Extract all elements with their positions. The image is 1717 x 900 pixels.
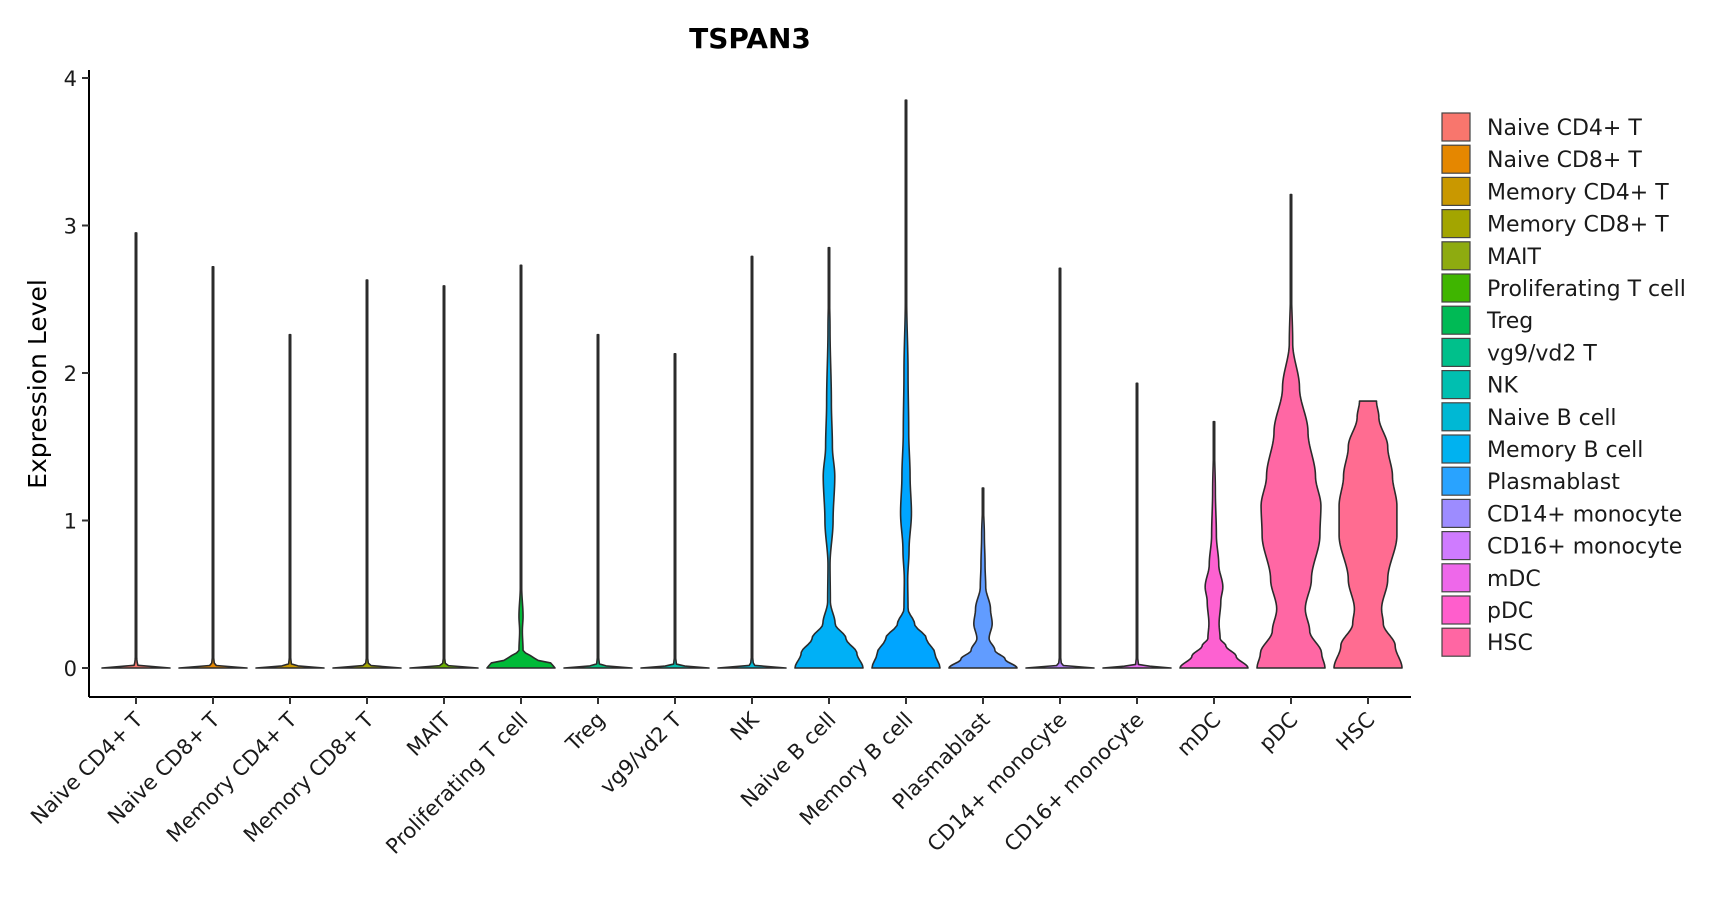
y-tick-label: 2 xyxy=(64,362,77,386)
x-tick-label: Memory CD4+ T xyxy=(162,707,302,847)
x-tick-label: CD16+ monocyte xyxy=(1000,708,1149,857)
legend-key-2 xyxy=(1441,144,1471,174)
chart-title: TSPAN3 xyxy=(689,22,811,55)
violin-6 xyxy=(486,264,556,669)
legend: Naive CD4+ T Naive CD8+ T Memory CD4+ T Mem… xyxy=(1441,112,1686,657)
legend-key-14 xyxy=(1441,530,1471,561)
legend-label: NK xyxy=(1487,374,1518,399)
legend-key-15 xyxy=(1441,563,1471,593)
legend-label: Naive B cell xyxy=(1487,406,1617,431)
x-tick-label: CD14+ monocyte xyxy=(923,708,1072,857)
legend-key-5 xyxy=(1441,241,1471,271)
violin-4 xyxy=(332,279,402,669)
legend-label: mDC xyxy=(1487,567,1541,592)
violin-2 xyxy=(178,266,248,669)
plot-area xyxy=(101,99,1403,669)
x-tick-label: Treg xyxy=(561,708,610,757)
violin-13 xyxy=(1025,267,1095,669)
legend-label: CD16+ monocyte xyxy=(1487,535,1682,560)
x-tick-label: HSC xyxy=(1332,708,1380,756)
legend-key-1 xyxy=(1441,112,1471,142)
legend-label: CD14+ monocyte xyxy=(1487,502,1682,527)
violin-9 xyxy=(717,255,787,669)
legend-label: Memory CD4+ T xyxy=(1487,180,1669,205)
legend-label: Naive CD4+ T xyxy=(1487,116,1642,141)
y-tick-label: 4 xyxy=(64,67,77,91)
legend-key-12 xyxy=(1441,466,1471,496)
legend-label: Plasmablast xyxy=(1487,470,1620,495)
violin-1 xyxy=(101,232,171,669)
y-axis-label: Expression Level xyxy=(23,279,52,489)
violin-5 xyxy=(409,285,479,669)
violin-15 xyxy=(1179,420,1249,669)
legend-label: MAIT xyxy=(1487,245,1542,270)
violin-12 xyxy=(948,487,1018,669)
y-tick-label: 3 xyxy=(64,215,77,239)
y-tick-label: 1 xyxy=(64,510,77,534)
x-tick-label: vg9/vd2 T xyxy=(595,707,686,798)
violin-3 xyxy=(255,333,325,669)
x-tick-label: MAIT xyxy=(402,707,456,761)
violin-16 xyxy=(1256,193,1326,669)
violin-17 xyxy=(1333,400,1403,669)
violin-7 xyxy=(563,333,633,669)
violin-11 xyxy=(871,99,941,669)
legend-key-9 xyxy=(1441,370,1471,400)
legend-key-4 xyxy=(1441,209,1471,239)
violin-10 xyxy=(794,246,864,669)
legend-label: Proliferating T cell xyxy=(1487,277,1686,302)
x-tick-label: Memory CD8+ T xyxy=(239,707,379,847)
legend-label: vg9/vd2 T xyxy=(1487,341,1597,366)
legend-label: Treg xyxy=(1486,309,1533,334)
y-tick-label: 0 xyxy=(64,657,77,681)
violin-8 xyxy=(640,353,710,669)
legend-key-3 xyxy=(1441,176,1471,206)
legend-label: Naive CD8+ T xyxy=(1487,148,1642,173)
x-tick-label: NK xyxy=(726,707,765,746)
legend-key-11 xyxy=(1441,434,1471,464)
x-tick-label: Proliferating T cell xyxy=(381,708,532,859)
legend-key-17 xyxy=(1441,627,1471,657)
legend-key-8 xyxy=(1441,337,1471,367)
legend-key-7 xyxy=(1441,305,1471,335)
legend-key-16 xyxy=(1441,595,1471,625)
violin-14 xyxy=(1102,382,1172,669)
legend-label: Memory CD8+ T xyxy=(1487,213,1669,238)
legend-label: Memory B cell xyxy=(1487,438,1643,463)
legend-label: pDC xyxy=(1487,599,1533,624)
x-tick-label: mDC xyxy=(1172,708,1225,761)
legend-key-6 xyxy=(1441,273,1471,303)
x-tick-label: pDC xyxy=(1254,708,1302,756)
legend-key-13 xyxy=(1441,498,1471,528)
legend-key-10 xyxy=(1441,402,1471,432)
legend-label: HSC xyxy=(1487,631,1533,656)
